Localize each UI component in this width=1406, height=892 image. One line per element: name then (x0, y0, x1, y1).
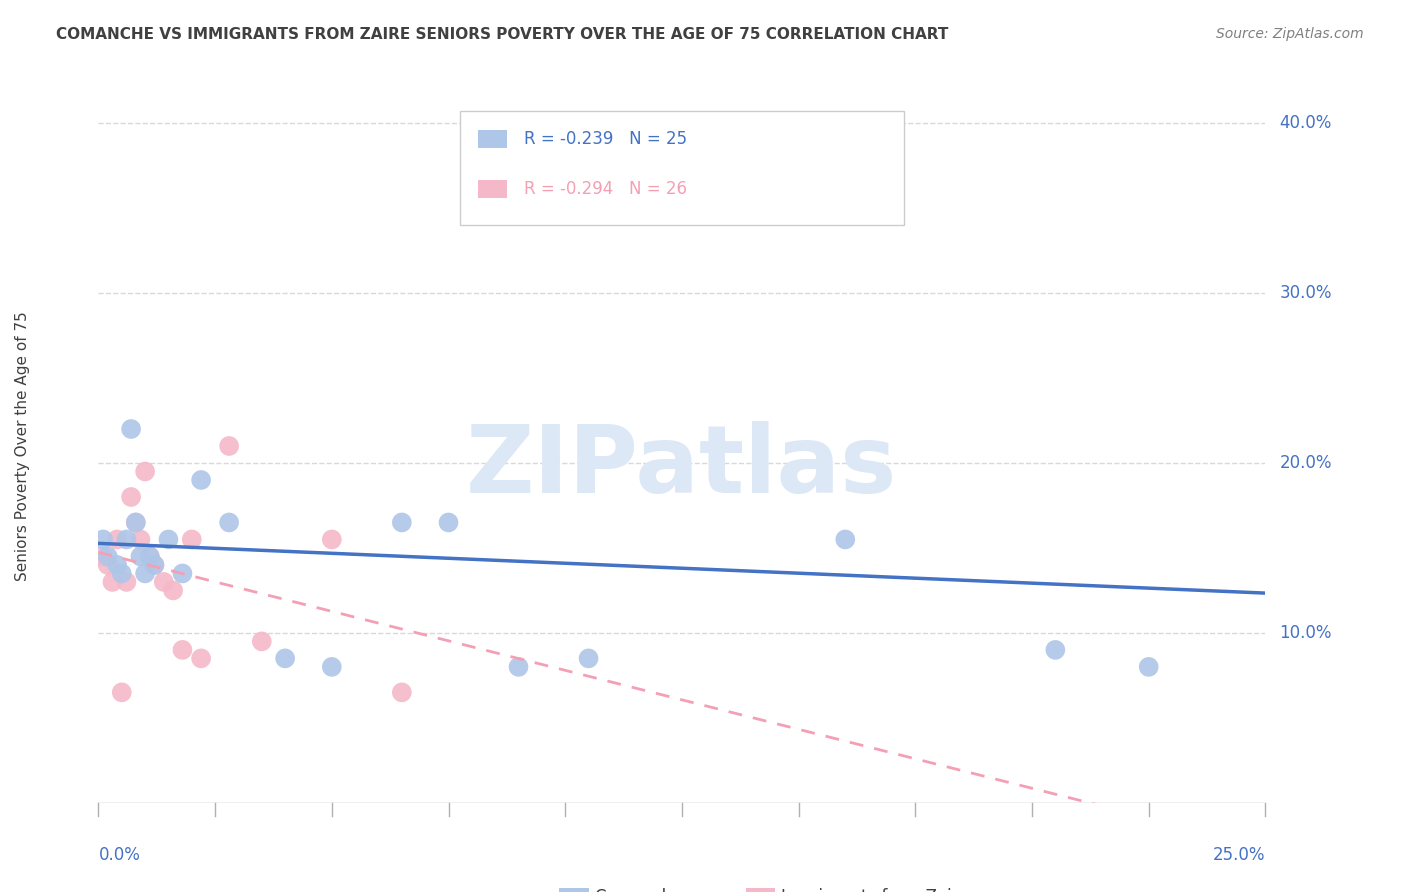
Point (152, 574, 174, 589)
Text: 10.0%: 10.0% (1279, 624, 1331, 642)
Text: 25.0%: 25.0% (1213, 846, 1265, 863)
FancyBboxPatch shape (478, 180, 508, 198)
Point (218, 516, 240, 530)
Point (172, 643, 194, 657)
Point (250, 634, 273, 648)
Point (105, 558, 128, 572)
Point (91, 533, 114, 547)
Point (101, 574, 124, 589)
Point (115, 533, 138, 547)
Point (437, 516, 460, 530)
Point (129, 533, 152, 547)
Text: Comanche: Comanche (595, 888, 683, 892)
Point (391, 685, 413, 699)
Point (97, 558, 120, 572)
Point (139, 549, 162, 564)
Point (321, 533, 343, 547)
Point (91, 549, 114, 564)
Text: Immigrants from Zaire: Immigrants from Zaire (782, 888, 969, 892)
Point (190, 473, 212, 487)
Point (834, 533, 856, 547)
Text: 0.0%: 0.0% (98, 846, 141, 863)
Point (120, 422, 142, 436)
Point (172, 566, 194, 581)
Point (578, 651, 600, 665)
Text: Seniors Poverty Over the Age of 75: Seniors Poverty Over the Age of 75 (15, 311, 30, 581)
Point (129, 549, 152, 564)
FancyBboxPatch shape (747, 888, 775, 892)
Point (143, 558, 166, 572)
Text: R = -0.239   N = 25: R = -0.239 N = 25 (524, 130, 688, 148)
Point (157, 533, 180, 547)
Point (115, 574, 138, 589)
Point (143, 558, 166, 572)
Text: Source: ZipAtlas.com: Source: ZipAtlas.com (1216, 27, 1364, 41)
Point (1137, 660, 1160, 674)
Point (695, 193, 717, 207)
Point (111, 685, 134, 699)
Point (162, 583, 184, 598)
Point (139, 549, 162, 564)
Point (125, 516, 148, 530)
Point (125, 516, 148, 530)
Point (508, 660, 530, 674)
Text: R = -0.294   N = 26: R = -0.294 N = 26 (524, 180, 688, 198)
FancyBboxPatch shape (560, 888, 589, 892)
Point (274, 651, 297, 665)
Point (218, 439, 240, 453)
Point (111, 566, 134, 581)
Text: 40.0%: 40.0% (1279, 114, 1331, 132)
Point (105, 533, 128, 547)
Point (180, 533, 202, 547)
Point (120, 490, 142, 504)
Text: 20.0%: 20.0% (1279, 454, 1331, 472)
Text: COMANCHE VS IMMIGRANTS FROM ZAIRE SENIORS POVERTY OVER THE AGE OF 75 CORRELATION: COMANCHE VS IMMIGRANTS FROM ZAIRE SENIOR… (56, 27, 949, 42)
Point (391, 516, 413, 530)
Point (134, 566, 156, 581)
Point (134, 465, 156, 479)
Point (1045, 643, 1067, 657)
Text: 30.0%: 30.0% (1279, 284, 1331, 302)
FancyBboxPatch shape (460, 111, 904, 225)
Point (97, 549, 120, 564)
Point (321, 660, 343, 674)
FancyBboxPatch shape (478, 130, 508, 148)
Text: ZIPatlas: ZIPatlas (467, 421, 897, 514)
Point (190, 651, 212, 665)
